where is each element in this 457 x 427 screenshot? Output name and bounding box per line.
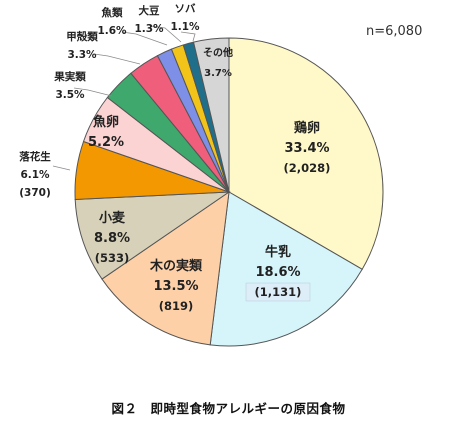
slice-count-label: (819) xyxy=(159,299,194,313)
slice-percent-label: 1.3% xyxy=(134,23,164,35)
slice-percent-label: 33.4% xyxy=(284,141,329,156)
slice-count-label: (370) xyxy=(19,187,51,199)
slice-name-label: ソバ xyxy=(175,3,196,15)
slice-count-label: (533) xyxy=(95,251,130,265)
slice-percent-label: 13.5% xyxy=(153,279,198,294)
slice-label-11: その他 3.7% xyxy=(203,46,233,79)
leader-line xyxy=(52,165,71,171)
pie-slice-0 xyxy=(228,37,384,270)
slice-label-5: 魚卵 5.2% xyxy=(88,114,124,150)
slice-name-label: その他 xyxy=(203,46,233,59)
slice-label-2: 木の実類 13.5% (819) xyxy=(149,258,203,313)
leader-line xyxy=(121,31,168,46)
slice-percent-label: 6.1% xyxy=(20,169,50,181)
slice-percent-label: 3.5% xyxy=(55,89,85,101)
slice-label-1: 牛乳 18.6% (1,131) xyxy=(245,244,311,302)
slice-name-label: 牛乳 xyxy=(265,244,291,260)
slice-percent-label: 1.1% xyxy=(170,21,200,33)
slice-percent-label: 3.7% xyxy=(204,68,232,79)
slice-name-label: 落花生 xyxy=(19,150,51,163)
pie-slice-11 xyxy=(192,37,230,193)
leader-line xyxy=(150,25,182,43)
slice-name-label: 果実類 xyxy=(53,70,86,83)
slice-label-7: 甲殻類 3.3% xyxy=(66,30,98,61)
slice-count-label: (1,131) xyxy=(255,285,302,299)
pie-slice-3 xyxy=(74,191,231,280)
slice-label-8: 魚類 1.6% xyxy=(97,6,127,37)
slice-name-label: 魚卵 xyxy=(93,114,119,130)
leader-line xyxy=(93,53,141,65)
slice-label-4: 落花生 6.1% (370) xyxy=(19,150,51,199)
slice-name-label: 木の実類 xyxy=(149,258,203,274)
slice-percent-label: 8.8% xyxy=(94,231,130,246)
slice-label-10: ソバ 1.1% xyxy=(170,3,200,33)
leader-line xyxy=(180,31,196,42)
slice-percent-label: 18.6% xyxy=(255,265,300,280)
slice-label-9: 大豆 1.3% xyxy=(134,4,164,35)
count-label-box xyxy=(245,282,311,302)
slice-percent-label: 5.2% xyxy=(88,135,124,150)
slice-name-label: 大豆 xyxy=(139,4,160,17)
pie-slice-2 xyxy=(101,190,230,346)
slice-percent-label: 3.3% xyxy=(67,49,97,61)
slice-label-6: 果実類 3.5% xyxy=(53,70,86,101)
pie-slice-1 xyxy=(209,191,363,347)
slice-count-label: (2,028) xyxy=(284,161,331,175)
sample-size-label: n=6,080 xyxy=(366,24,423,39)
slice-name-label: 小麦 xyxy=(99,210,126,226)
slice-label-0: 鶏卵 33.4% (2,028) xyxy=(284,120,331,175)
slice-name-label: 魚類 xyxy=(102,6,123,19)
slice-percent-label: 1.6% xyxy=(97,25,127,37)
leader-line xyxy=(73,87,113,97)
figure-caption: 図２ 即時型食物アレルギーの原因食物 xyxy=(111,401,346,416)
slice-label-3: 小麦 8.8% (533) xyxy=(94,210,130,265)
slice-name-label: 甲殻類 xyxy=(66,30,98,43)
slice-name-label: 鶏卵 xyxy=(294,120,320,136)
